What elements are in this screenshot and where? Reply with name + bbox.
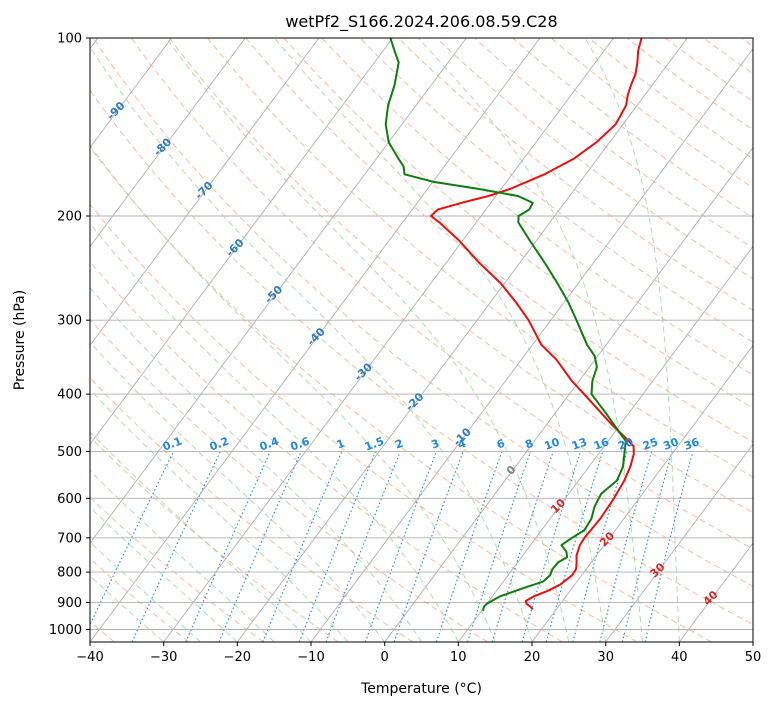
- x-tick-label: 30: [597, 650, 614, 665]
- y-tick-label: 400: [57, 388, 82, 403]
- y-tick-label: 500: [57, 445, 82, 460]
- y-tick-label: 100: [57, 32, 82, 47]
- y-axis-label: Pressure (hPa): [12, 290, 28, 390]
- x-tick-label: −40: [76, 650, 103, 665]
- y-tick-label: 1000: [49, 623, 82, 638]
- x-tick-label: −30: [150, 650, 177, 665]
- x-tick-label: −20: [224, 650, 251, 665]
- x-tick-label: −10: [297, 650, 324, 665]
- x-tick-label: 50: [745, 650, 762, 665]
- x-tick-label: 10: [450, 650, 467, 665]
- y-tick-label: 300: [57, 314, 82, 329]
- chart-title: wetPf2_S166.2024.206.08.59.C28: [285, 12, 557, 32]
- y-tick-label: 700: [57, 531, 82, 546]
- x-tick-label: 0: [381, 650, 389, 665]
- x-tick-label: 20: [524, 650, 541, 665]
- y-tick-label: 800: [57, 566, 82, 581]
- y-tick-label: 600: [57, 492, 82, 507]
- x-tick-label: 40: [671, 650, 688, 665]
- y-tick-label: 900: [57, 596, 82, 611]
- y-tick-label: 200: [57, 210, 82, 225]
- x-axis-label: Temperature (°C): [360, 681, 482, 697]
